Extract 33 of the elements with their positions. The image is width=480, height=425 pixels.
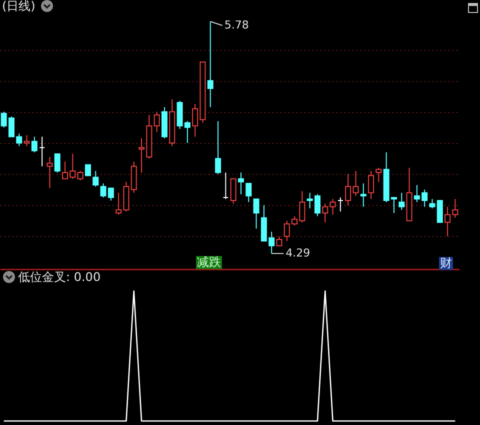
text: 减跌 [196,255,222,269]
candlestick [77,170,84,181]
candlestick [276,236,282,246]
candlestick [31,136,38,153]
candlestick [360,182,366,208]
candlestick [92,170,99,188]
candlestick [368,170,374,200]
chart-title: (日线) [2,0,36,13]
candlestick [39,136,46,167]
candlestick [322,203,328,223]
candlestick [238,172,244,195]
candlestick [154,111,160,133]
candlestick [398,192,405,210]
candlestick [54,153,60,174]
candlestick [222,172,229,200]
annotation: 5.78 [224,18,249,32]
text: 财 [439,256,453,270]
chart-title: 低位金叉: 0.00 [18,270,101,284]
candlestick [337,196,344,212]
candlestick [84,164,91,176]
candlestick [376,167,382,182]
candlestick [24,134,30,147]
candlestick [46,156,53,189]
candlestick [253,198,260,230]
candlestick [230,178,236,204]
candlestick [429,198,436,209]
candlestick [330,198,336,216]
candlestick [215,120,222,175]
candlestick [130,161,137,194]
candlestick [246,182,252,203]
candlestick [207,21,214,108]
candlestick [436,200,443,223]
annotation: 4.29 [286,246,310,260]
